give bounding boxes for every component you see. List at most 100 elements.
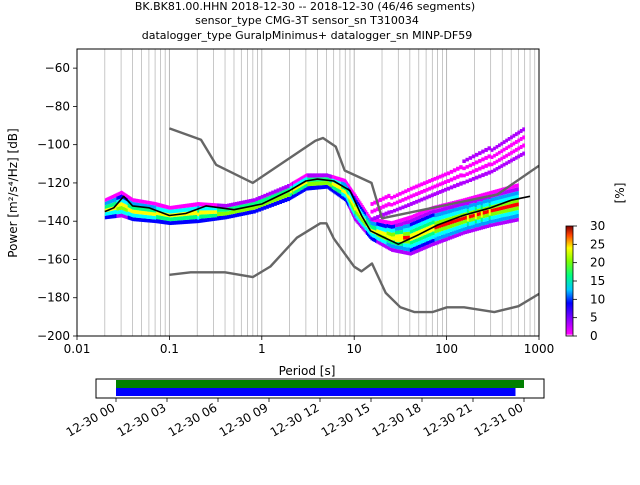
density-cell [454,211,457,216]
density-cell [234,209,238,214]
density-cell [112,198,115,203]
density-cell [305,180,308,184]
density-cell [395,249,397,253]
density-cell [490,216,493,220]
density-cell [488,219,491,224]
density-cell [171,205,174,210]
density-cell [398,192,402,196]
density-cell [347,203,349,208]
density-cell [401,205,405,210]
plot-frame [76,48,540,337]
density-cell [436,212,440,217]
density-cell [400,237,403,242]
density-cell [419,244,422,248]
density-cell [314,173,317,178]
density-cell [347,191,349,196]
density-cell [342,181,345,186]
density-cell [407,235,409,240]
density-cell [366,220,369,225]
density-cell [289,196,292,201]
density-cell [476,194,480,199]
density-cell [447,232,451,237]
x-axis-label: Period [s] [279,364,336,378]
density-cell [507,137,511,141]
density-cell [422,220,425,225]
density-cell [408,251,411,256]
density-cell [490,201,493,206]
density-cell [370,225,373,229]
density-cell [373,233,376,238]
density-cell [490,219,493,224]
density-cell [279,187,283,192]
density-cell [464,204,468,209]
density-cell [117,206,120,211]
colorbar-tick-label: 0 [590,329,598,343]
density-cell [167,216,169,221]
density-cell [405,216,408,221]
density-cell [512,192,515,196]
density-cell [504,197,507,202]
density-cell [390,232,393,237]
density-cell [413,250,415,255]
density-cell [443,187,447,192]
density-cell [380,219,383,224]
density-cell [445,221,448,226]
density-cell [425,212,428,216]
density-cell [347,202,349,207]
density-cell [165,220,167,225]
density-cell [454,219,457,223]
density-cell [387,210,391,215]
density-cell [116,214,118,218]
density-cell [445,229,448,234]
density-cell [424,220,427,224]
density-cell [434,213,437,218]
density-cell [498,195,501,200]
density-cell [354,192,356,197]
density-cell [382,223,384,228]
density-cell [168,217,170,222]
density-cell [389,220,392,225]
density-cell [472,199,476,203]
density-cell [296,182,299,186]
density-cell [221,207,224,212]
density-cell [300,187,302,191]
density-cell [298,191,301,195]
density-cell [399,218,401,223]
density-cell [409,215,412,220]
density-cell [456,207,459,212]
density-cell [436,183,440,188]
density-cell [132,198,135,203]
density-cell [327,181,330,186]
density-cell [514,214,517,219]
density-cell [169,205,172,210]
density-cell [416,227,419,231]
density-cell [342,189,345,193]
density-cell [219,203,222,208]
density-cell [273,197,277,202]
density-cell [362,223,364,228]
density-cell [361,218,363,222]
density-cell [117,214,120,218]
density-cell [494,222,497,227]
density-cell [417,233,420,238]
density-cell [355,210,357,215]
density-cell [119,206,122,210]
density-cell [407,251,409,256]
density-cell [352,205,354,210]
density-cell [271,194,275,199]
density-cell [424,238,427,243]
density-cell [500,156,504,161]
density-cell [201,210,204,215]
density-cell [433,184,437,189]
density-cell [181,204,184,209]
density-cell [417,237,420,242]
density-cell [181,208,184,213]
density-cell [408,239,411,244]
density-cell [419,225,422,230]
density-cell [462,223,466,228]
density-cell [427,222,430,227]
density-cell [193,219,196,224]
density-cell [236,209,240,213]
density-cell [368,229,370,234]
density-cell [421,210,423,215]
